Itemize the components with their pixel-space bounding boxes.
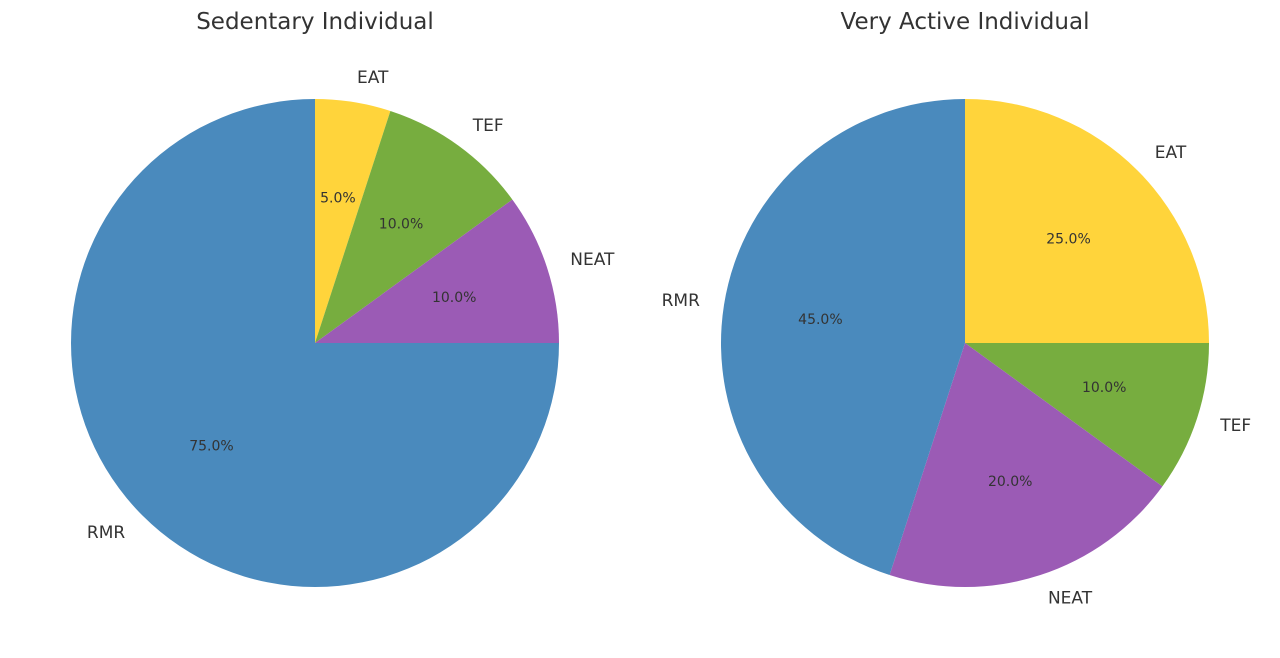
slice-label-very-active-eat: EAT — [1155, 143, 1187, 163]
pie-chart-very-active: Very Active Individual 25.0% EAT 10.0% TEF 2… — [662, 9, 1252, 608]
slice-label-very-active-tef: TEF — [1219, 416, 1251, 436]
pct-label-very-active-tef: 10.0% — [1082, 380, 1126, 396]
pie-slice-sedentary-eat — [315, 99, 391, 343]
slice-label-very-active-rmr: RMR — [662, 291, 700, 311]
slice-label-very-active-neat: NEAT — [1048, 588, 1093, 608]
pie-slice-sedentary-rmr — [71, 99, 559, 587]
pct-label-very-active-neat: 20.0% — [988, 474, 1032, 490]
pie-slice-very-active-neat — [889, 343, 1163, 587]
pct-label-sedentary-rmr: 75.0% — [189, 439, 233, 455]
pct-label-very-active-rmr: 45.0% — [798, 312, 842, 328]
chart-title-sedentary: Sedentary Individual — [196, 9, 434, 35]
pct-label-very-active-eat: 25.0% — [1046, 231, 1090, 247]
pct-label-sedentary-tef: 10.0% — [379, 217, 423, 233]
slice-label-sedentary-eat: EAT — [357, 68, 389, 88]
pie-slice-very-active-eat — [965, 99, 1209, 343]
slice-label-sedentary-tef: TEF — [472, 116, 504, 136]
chart-title-very-active: Very Active Individual — [841, 9, 1090, 35]
pct-label-sedentary-neat: 10.0% — [432, 290, 476, 306]
pie-chart-sedentary: Sedentary Individual 5.0% EAT 10.0% TEF 10.0… — [71, 9, 615, 587]
slice-label-sedentary-neat: NEAT — [570, 250, 615, 270]
slice-label-sedentary-rmr: RMR — [87, 523, 125, 543]
pie-slice-sedentary-neat — [315, 199, 559, 343]
pie-slice-very-active-tef — [965, 343, 1209, 487]
pie-slice-sedentary-tef — [315, 110, 513, 344]
pct-label-sedentary-eat: 5.0% — [320, 190, 356, 206]
pie-slice-very-active-rmr — [721, 99, 965, 576]
